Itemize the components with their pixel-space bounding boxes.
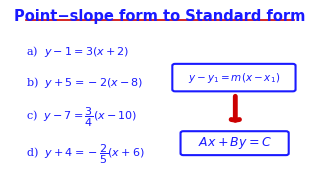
FancyBboxPatch shape xyxy=(180,131,289,155)
Text: Point−slope form to Standard form: Point−slope form to Standard form xyxy=(14,9,306,24)
Text: b)  $y + 5  =  -2(x - 8)$: b) $y + 5 = -2(x - 8)$ xyxy=(26,75,143,89)
FancyBboxPatch shape xyxy=(172,64,296,91)
Text: $Ax + By  =  C$: $Ax + By = C$ xyxy=(198,135,272,151)
Text: c)  $y - 7  =  \dfrac{3}{4}(x - 10)$: c) $y - 7 = \dfrac{3}{4}(x - 10)$ xyxy=(26,106,137,129)
Text: d)  $y + 4  =  -\dfrac{2}{5}(x + 6)$: d) $y + 4 = -\dfrac{2}{5}(x + 6)$ xyxy=(26,142,145,166)
Text: a)  $y - 1  =  3(x + 2)$: a) $y - 1 = 3(x + 2)$ xyxy=(26,44,129,59)
Text: $y - y_1  =  m(x - x_1)$: $y - y_1 = m(x - x_1)$ xyxy=(188,71,280,85)
